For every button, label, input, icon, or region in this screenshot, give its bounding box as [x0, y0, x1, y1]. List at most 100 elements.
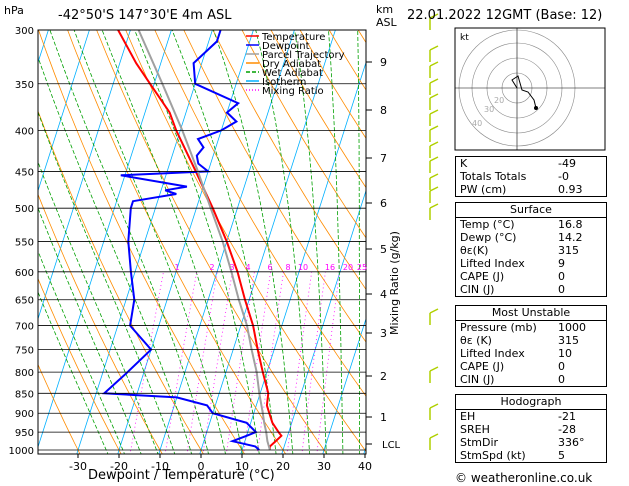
mu-label: CIN (J)	[460, 373, 495, 386]
wet-adiabat-line	[134, 30, 260, 454]
mixing-ratio-label: 8	[285, 263, 290, 272]
mu-label: Pressure (mb)	[460, 321, 537, 334]
mixing-ratio-label: 25	[357, 263, 367, 272]
legend-label: Dewpoint	[262, 41, 310, 52]
wet-adiabat-line	[73, 30, 226, 454]
surface-value: 16.8	[558, 218, 583, 231]
p-tick-label: 900	[15, 409, 34, 420]
mu-value: 0	[558, 373, 565, 386]
hodograph-ring-label: 30	[484, 105, 494, 114]
wind-barb-flag	[429, 366, 439, 372]
legend-label: Parcel Trajectory	[262, 50, 345, 61]
hodograph-ring-label: 20	[494, 96, 504, 105]
series-dewpoint-line	[101, 30, 260, 451]
km-tick-label: 9	[380, 56, 387, 69]
hodo-row: SREH -28	[456, 423, 606, 436]
surface-table: Surface Temp (°C) 16.8 Dewp (°C) 14.2 θε(K…	[455, 202, 607, 297]
p-tick-label: 650	[15, 296, 34, 307]
hpa-label: hPa	[4, 4, 24, 17]
hodograph-storm-marker	[534, 106, 538, 110]
km-tick-label: 5	[380, 243, 387, 256]
isotherm-line	[240, 61, 366, 454]
dry-adiabat-line	[38, 109, 204, 454]
hodo-value: 336°	[558, 436, 585, 449]
wet-adiabat-line	[38, 55, 193, 454]
indices-table: K -49 Totals Totals -0 PW (cm) 0.93	[455, 156, 607, 197]
surface-label: Lifted Index	[460, 257, 525, 270]
mu-label: θε (K)	[460, 334, 492, 347]
wind-barb-flag	[429, 156, 439, 162]
km-tick-label: 8	[380, 104, 387, 117]
mixing-ratio-label: 6	[267, 263, 272, 272]
index-row: PW (cm) 0.93	[456, 183, 606, 196]
mixing-ratio-label: 20	[343, 263, 353, 272]
wind-barb-flag	[429, 45, 439, 51]
index-value: -49	[558, 157, 576, 170]
index-value: 0.93	[558, 183, 583, 196]
mu-row: Pressure (mb) 1000	[456, 321, 606, 334]
hodo-label: StmDir	[460, 436, 499, 449]
km-tick-label: 3	[380, 327, 387, 340]
asl-label: ASL	[376, 16, 397, 29]
isotherm-line	[38, 30, 131, 321]
hodo-value: 5	[558, 449, 565, 462]
x-tick-label: 40	[358, 460, 372, 473]
mu-row: CAPE (J) 0	[456, 360, 606, 373]
mixing-ratio-line	[186, 271, 218, 454]
x-tick-label: 30	[317, 460, 331, 473]
surface-row: Dewp (°C) 14.2	[456, 231, 606, 244]
hodo-label: StmSpd (kt)	[460, 449, 526, 462]
mu-label: Lifted Index	[460, 347, 525, 360]
wind-barb-flag	[429, 403, 439, 409]
km-tick-label: 7	[380, 152, 387, 165]
mu-value: 315	[558, 334, 579, 347]
km-tick-label: 4	[380, 288, 387, 301]
x-tick-label: -20	[110, 460, 128, 473]
wind-barb-flag	[429, 125, 439, 131]
dry-adiabat-line	[38, 363, 81, 454]
most-unstable-table: Most Unstable Pressure (mb) 1000 θε (K) 31…	[455, 305, 607, 387]
most-unstable-header: Most Unstable	[456, 306, 606, 321]
dry-adiabat-line	[212, 30, 366, 291]
p-tick-label: 1000	[9, 446, 34, 457]
mu-value: 1000	[558, 321, 586, 334]
surface-label: Dewp (°C)	[460, 231, 517, 244]
wet-adiabat-line	[294, 30, 327, 454]
mu-label: CAPE (J)	[460, 360, 505, 373]
legend-label: Isotherm	[262, 77, 306, 88]
isotherm-line	[76, 30, 213, 454]
wet-adiabat-line	[49, 30, 209, 454]
wet-adiabat-line	[38, 160, 159, 454]
surface-value: 9	[558, 257, 565, 270]
surface-label: CIN (J)	[460, 283, 495, 296]
hodograph-box	[454, 27, 606, 151]
wind-barb-flag	[429, 141, 439, 147]
footer-copyright: © weatheronline.co.uk	[455, 471, 593, 485]
mixing-ratio-label: 1	[174, 263, 179, 272]
dry-adiabat-line	[38, 30, 245, 454]
p-tick-label: 700	[15, 322, 34, 333]
wet-adiabat-line	[357, 30, 360, 454]
mixing-ratio-line	[286, 271, 313, 454]
km-tick-label: 1	[380, 411, 387, 424]
km-tick-label: 6	[380, 197, 387, 210]
dry-adiabat-line	[241, 30, 366, 239]
mixing-ratio-label: 4	[245, 263, 250, 272]
lcl-label: LCL	[382, 440, 401, 451]
p-tick-label: 350	[15, 80, 34, 91]
isotherm-line	[281, 189, 366, 454]
plot-area	[38, 30, 366, 454]
p-tick-label: 400	[15, 126, 34, 137]
surface-label: Temp (°C)	[460, 218, 515, 231]
wet-adiabat-line	[38, 250, 125, 454]
surface-label: CAPE (J)	[460, 270, 505, 283]
mixing-ratio-line	[256, 271, 284, 454]
hodo-value: -28	[558, 423, 576, 436]
index-label: Totals Totals	[460, 170, 527, 183]
wind-barb-flag	[429, 78, 439, 84]
wind-barb-flag	[429, 109, 439, 115]
dry-adiabat-line	[183, 30, 366, 343]
surface-row: CIN (J) 0	[456, 283, 606, 296]
wind-barb-flag	[429, 433, 439, 439]
dry-adiabat-line	[96, 30, 328, 454]
